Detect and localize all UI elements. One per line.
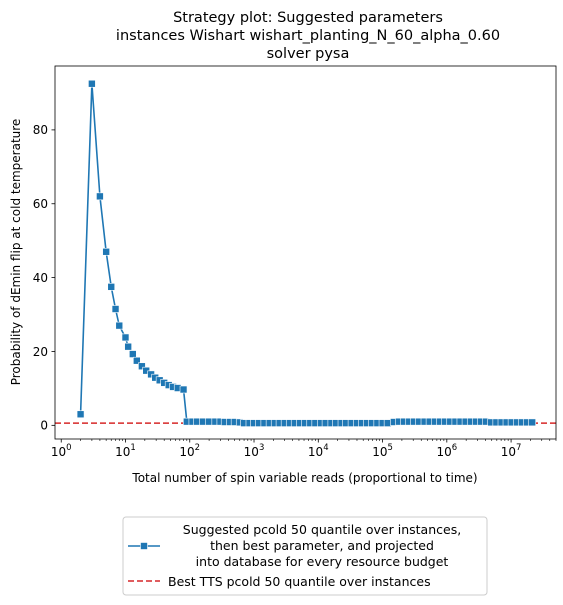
series-point bbox=[129, 350, 137, 358]
series-point bbox=[124, 342, 132, 351]
series-point bbox=[88, 79, 96, 88]
plot-frame bbox=[54, 65, 557, 440]
series-point bbox=[133, 356, 141, 365]
series-point bbox=[96, 192, 104, 201]
series-point bbox=[179, 385, 188, 394]
x-tick-label: 102 bbox=[179, 443, 200, 459]
x-tick-label: 101 bbox=[115, 443, 136, 459]
x-tick-label: 105 bbox=[372, 443, 393, 459]
series-point bbox=[102, 247, 110, 256]
series-point bbox=[107, 283, 116, 291]
legend-series-2-label: Best TTS pcold 50 quantile over instance… bbox=[168, 574, 431, 589]
x-tick-label: 103 bbox=[244, 443, 265, 459]
chart-title-line-1: Strategy plot: Suggested parameters bbox=[173, 10, 443, 26]
y-tick-label: 20 bbox=[33, 345, 48, 359]
y-tick-label: 80 bbox=[33, 123, 48, 137]
series-point bbox=[121, 333, 130, 342]
y-axis: 0 20 40 60 80 bbox=[33, 123, 55, 433]
x-tick-label: 106 bbox=[436, 443, 457, 459]
series-point bbox=[528, 418, 536, 427]
series-point bbox=[115, 321, 124, 330]
legend-series-1-label-line-3: into database for every resource budget bbox=[196, 554, 449, 569]
y-tick-label: 40 bbox=[33, 271, 48, 285]
x-tick-label: 104 bbox=[308, 443, 329, 459]
x-tick-label: 100 bbox=[51, 443, 72, 459]
legend-series-1-label-line-2: then best parameter, and projected bbox=[210, 538, 434, 553]
y-axis-label: Probability of dEmin flip at cold temper… bbox=[9, 119, 23, 386]
legend-series-1-label-line-1: Suggested pcold 50 quantile over instanc… bbox=[183, 522, 461, 537]
series-point bbox=[138, 362, 146, 371]
series-layer bbox=[76, 79, 536, 427]
chart-title-line-2: instances Wishart wishart_planting_N_60_… bbox=[116, 28, 500, 44]
legend-series-1-marker bbox=[140, 542, 148, 550]
legend: Suggested pcold 50 quantile over instanc… bbox=[122, 516, 488, 596]
y-tick-label: 60 bbox=[33, 197, 48, 211]
x-tick-label: 107 bbox=[501, 443, 522, 459]
series-point bbox=[111, 305, 120, 313]
series-point bbox=[76, 410, 85, 419]
chart-title-line-3: solver pysa bbox=[267, 46, 350, 62]
x-axis-label: Total number of spin variable reads (pro… bbox=[131, 471, 477, 485]
y-tick-label: 0 bbox=[40, 419, 48, 433]
legend-box bbox=[122, 516, 488, 596]
plot-area bbox=[55, 66, 556, 439]
x-axis: 100 101 102 103 104 105 106 107 bbox=[51, 439, 557, 459]
